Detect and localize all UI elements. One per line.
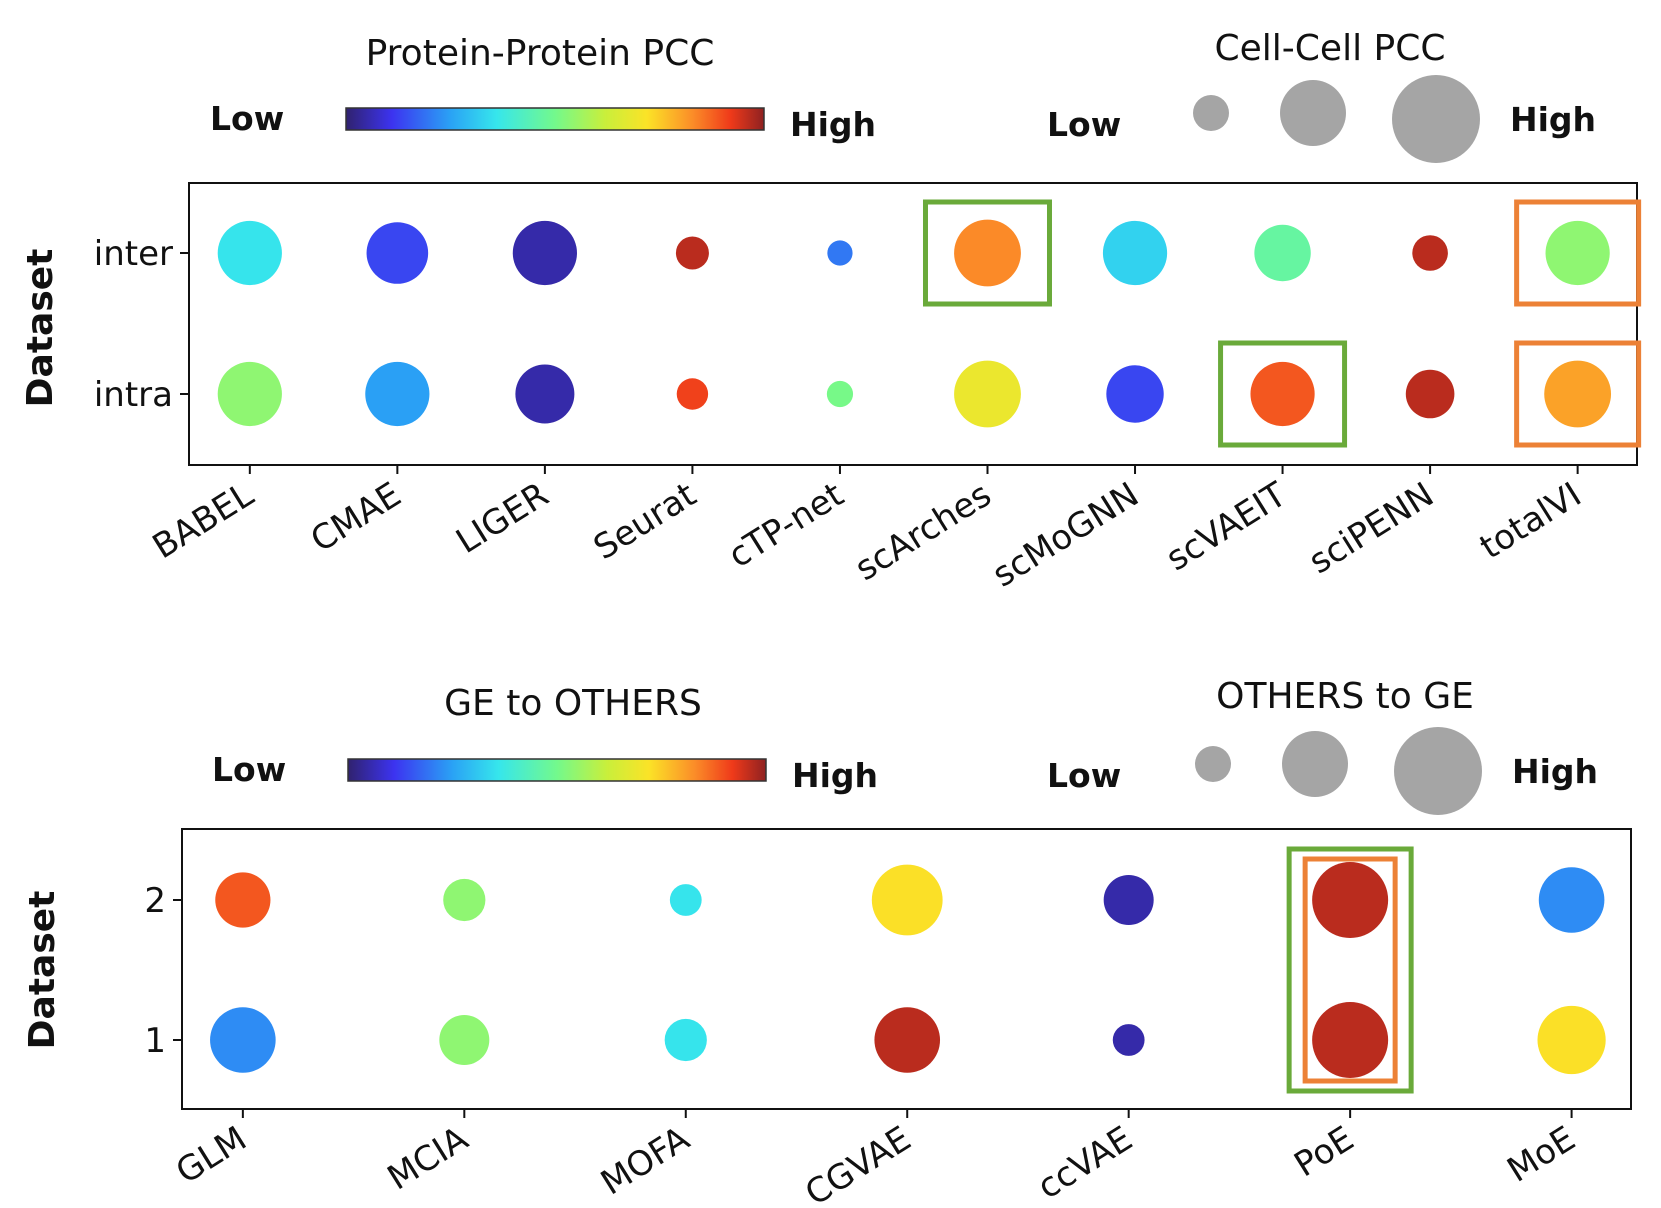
colorbar (345, 107, 765, 131)
plot-frame (188, 182, 1638, 466)
bubble-scArches-inter (954, 219, 1021, 287)
plot-area: inter intra BABEL CMAE LIGER Seurat cTP-netscA… (94, 199, 1642, 596)
size-legend-low: Low (1047, 756, 1121, 795)
bubble-scMoGNN-intra (1106, 365, 1164, 423)
bubble-scVAEIT-inter (1254, 224, 1311, 282)
bubble-sciPENN-inter (1412, 235, 1448, 271)
color-legend-high: High (792, 756, 878, 795)
bubble-scVAEIT-intra (1250, 361, 1315, 427)
x-tick-label: LIGER (449, 475, 555, 562)
x-tick-label: MOFA (594, 1119, 696, 1204)
bubble-cTP-net-intra (826, 380, 854, 408)
y-tick-label: intra (94, 375, 173, 415)
color-legend-title: GE to OTHERS (444, 683, 702, 724)
x-tick-label: ccVAE (1031, 1119, 1140, 1208)
bubble-LIGER-inter (512, 220, 577, 286)
bubble-BABEL-inter (217, 220, 282, 286)
size-legend-large-dot (1394, 727, 1482, 815)
bubble-MoE-1 (1537, 1005, 1606, 1075)
x-tick-label: GLM (169, 1119, 253, 1192)
y-tick-label: 2 (144, 881, 166, 921)
bubble-scArches-intra (954, 360, 1021, 428)
x-tick-label: scVAEIT (1159, 475, 1293, 580)
highlight-box-PoE (1302, 856, 1398, 1084)
x-tick-label: PoE (1287, 1119, 1360, 1186)
bubble-totalVI-inter (1545, 220, 1610, 286)
bubble-CGVAE-2 (871, 864, 943, 936)
size-legend-title: OTHERS to GE (1216, 676, 1474, 717)
x-tick-label: totalVI (1473, 475, 1588, 568)
size-legend-medium-dot (1280, 80, 1346, 146)
size-legend-low: Low (1047, 105, 1121, 144)
bubble-PoE-1 (1312, 1002, 1389, 1078)
bubble-PoE-2 (1312, 862, 1389, 938)
bubble-sciPENN-intra (1405, 369, 1455, 419)
bubble-ccVAE-2 (1103, 875, 1154, 925)
size-legend: Cell-Cell PCC Low High (1047, 28, 1596, 163)
x-tick-label: Seurat (587, 475, 703, 568)
x-tick-label: sciPENN (1302, 475, 1441, 582)
bubble-BABEL-intra (217, 361, 282, 427)
highlight-box-PoE (1286, 846, 1414, 1094)
x-tick-label: MoE (1500, 1119, 1582, 1191)
highlight-box-totalVI (1514, 199, 1642, 307)
bubble-scMoGNN-inter (1102, 220, 1168, 286)
bubble-totalVI-intra (1544, 360, 1612, 428)
bubble-cTP-net-inter (827, 240, 853, 266)
colorbar (347, 758, 767, 782)
x-tick-label: scArches (848, 475, 998, 589)
highlight-box-scVAEIT (1218, 340, 1348, 448)
x-tick-label: CMAE (304, 475, 408, 561)
size-legend-small-dot (1195, 746, 1231, 782)
x-tick-label: MCIA (381, 1119, 475, 1199)
highlight-box-totalVI (1514, 340, 1642, 448)
bubble-MoE-2 (1538, 867, 1605, 933)
x-tick-label: BABEL (146, 475, 261, 567)
y-tick-label: inter (94, 234, 173, 274)
x-tick-label: cTP-net (722, 475, 851, 576)
size-legend: OTHERS to GE Low High (1047, 676, 1598, 815)
highlight-box-scArches (922, 199, 1052, 307)
panel-protein-prediction: Protein-Protein PCC Low High Cell-Cell P… (20, 28, 1642, 596)
bubble-Seurat-intra (676, 378, 709, 410)
bubble-LIGER-intra (515, 364, 575, 424)
color-legend-low: Low (210, 99, 284, 138)
color-legend: Protein-Protein PCC Low High (210, 33, 876, 144)
y-tick-label: 1 (144, 1021, 166, 1061)
color-legend-low: Low (212, 750, 286, 789)
x-tick-label: scMoGNN (986, 475, 1146, 596)
bubble-ccVAE-1 (1112, 1024, 1145, 1056)
bubble-MOFA-1 (664, 1018, 707, 1062)
color-legend-title: Protein-Protein PCC (366, 33, 715, 74)
size-legend-large-dot (1392, 75, 1480, 163)
size-legend-high: High (1512, 752, 1598, 791)
bubble-MCIA-1 (439, 1015, 490, 1065)
bubble-CMAE-intra (365, 361, 430, 427)
y-axis-label: Dataset (22, 891, 63, 1050)
plot-area: 2 1 GLM MCIA MOFA CGVAE ccVAE PoE MoE (144, 846, 1606, 1208)
size-legend-high: High (1510, 100, 1596, 139)
size-legend-title: Cell-Cell PCC (1215, 28, 1446, 69)
bubble-MCIA-2 (443, 878, 486, 922)
y-axis-label: Dataset (20, 249, 61, 408)
size-legend-small-dot (1193, 95, 1229, 131)
panel-modality-translation: GE to OTHERS Low High OTHERS to GE Low H… (22, 676, 1632, 1208)
bubble-GLM-1 (210, 1007, 276, 1073)
color-legend: GE to OTHERS Low High (212, 683, 878, 795)
bubble-CGVAE-1 (874, 1007, 941, 1073)
size-legend-medium-dot (1282, 731, 1348, 797)
x-tick-label: CGVAE (798, 1119, 918, 1208)
bubble-CMAE-inter (366, 222, 429, 284)
bubble-GLM-2 (215, 872, 271, 928)
bubble-MOFA-2 (669, 884, 702, 916)
bubble-Seurat-inter (675, 236, 709, 270)
color-legend-high: High (790, 105, 876, 144)
